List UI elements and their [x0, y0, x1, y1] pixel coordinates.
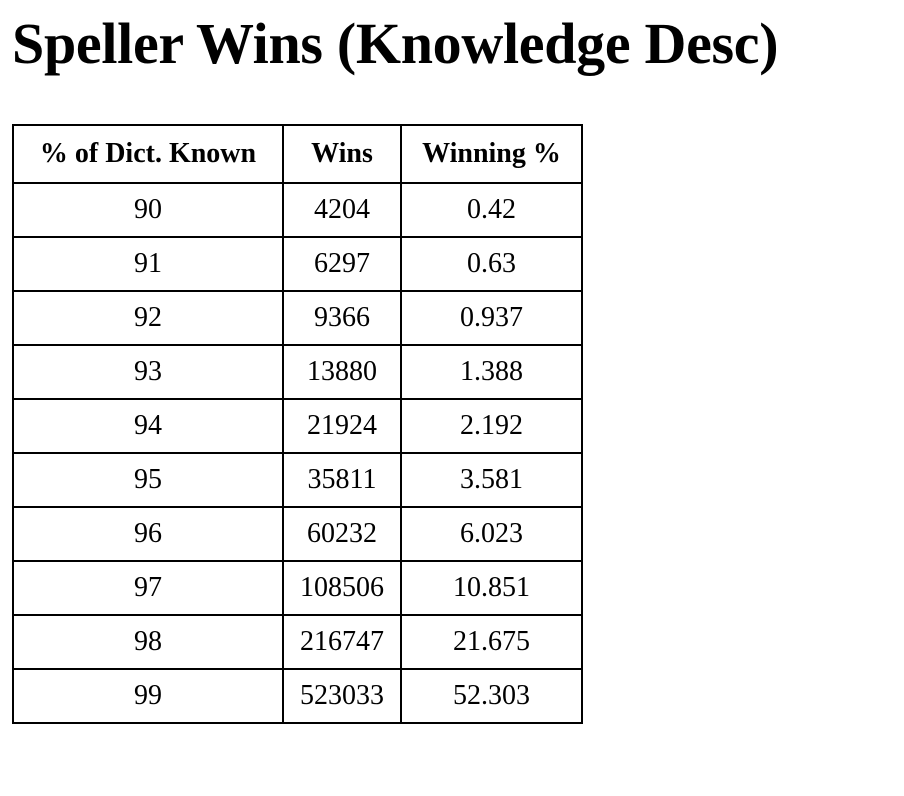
cell-winning-pct: 1.388	[400, 344, 583, 400]
page-title: Speller Wins (Knowledge Desc)	[12, 11, 779, 76]
cell-wins: 21924	[282, 398, 402, 454]
column-header-winning-pct: Winning %	[400, 124, 583, 184]
table-row: 92 9366 0.937	[12, 290, 583, 346]
cell-winning-pct: 3.581	[400, 452, 583, 508]
table-row: 95 35811 3.581	[12, 452, 583, 508]
cell-wins: 4204	[282, 182, 402, 238]
table-row: 96 60232 6.023	[12, 506, 583, 562]
cell-wins: 35811	[282, 452, 402, 508]
cell-pct-dict-known: 93	[12, 344, 284, 400]
table-header: % of Dict. Known Wins Winning %	[12, 124, 583, 184]
table-row: 90 4204 0.42	[12, 182, 583, 238]
cell-pct-dict-known: 92	[12, 290, 284, 346]
cell-pct-dict-known: 97	[12, 560, 284, 616]
cell-winning-pct: 2.192	[400, 398, 583, 454]
cell-winning-pct: 21.675	[400, 614, 583, 670]
cell-winning-pct: 52.303	[400, 668, 583, 724]
table-row: 94 21924 2.192	[12, 398, 583, 454]
cell-winning-pct: 0.937	[400, 290, 583, 346]
cell-pct-dict-known: 94	[12, 398, 284, 454]
cell-pct-dict-known: 91	[12, 236, 284, 292]
cell-wins: 6297	[282, 236, 402, 292]
cell-winning-pct: 6.023	[400, 506, 583, 562]
cell-winning-pct: 10.851	[400, 560, 583, 616]
cell-wins: 60232	[282, 506, 402, 562]
cell-winning-pct: 0.63	[400, 236, 583, 292]
cell-wins: 523033	[282, 668, 402, 724]
speller-wins-table: % of Dict. Known Wins Winning % 90 4204 …	[12, 124, 583, 724]
cell-pct-dict-known: 99	[12, 668, 284, 724]
cell-pct-dict-known: 98	[12, 614, 284, 670]
cell-wins: 9366	[282, 290, 402, 346]
table-body: 90 4204 0.42 91 6297 0.63 92 9366 0.937 …	[12, 182, 583, 724]
column-header-pct-dict-known: % of Dict. Known	[12, 124, 284, 184]
cell-pct-dict-known: 96	[12, 506, 284, 562]
cell-winning-pct: 0.42	[400, 182, 583, 238]
table-row: 97 108506 10.851	[12, 560, 583, 616]
table-row: 91 6297 0.63	[12, 236, 583, 292]
column-header-wins: Wins	[282, 124, 402, 184]
cell-wins: 216747	[282, 614, 402, 670]
cell-wins: 108506	[282, 560, 402, 616]
cell-pct-dict-known: 90	[12, 182, 284, 238]
cell-pct-dict-known: 95	[12, 452, 284, 508]
table-row: 93 13880 1.388	[12, 344, 583, 400]
table-row: 98 216747 21.675	[12, 614, 583, 670]
table-row: 99 523033 52.303	[12, 668, 583, 724]
cell-wins: 13880	[282, 344, 402, 400]
header-row: % of Dict. Known Wins Winning %	[12, 124, 583, 184]
